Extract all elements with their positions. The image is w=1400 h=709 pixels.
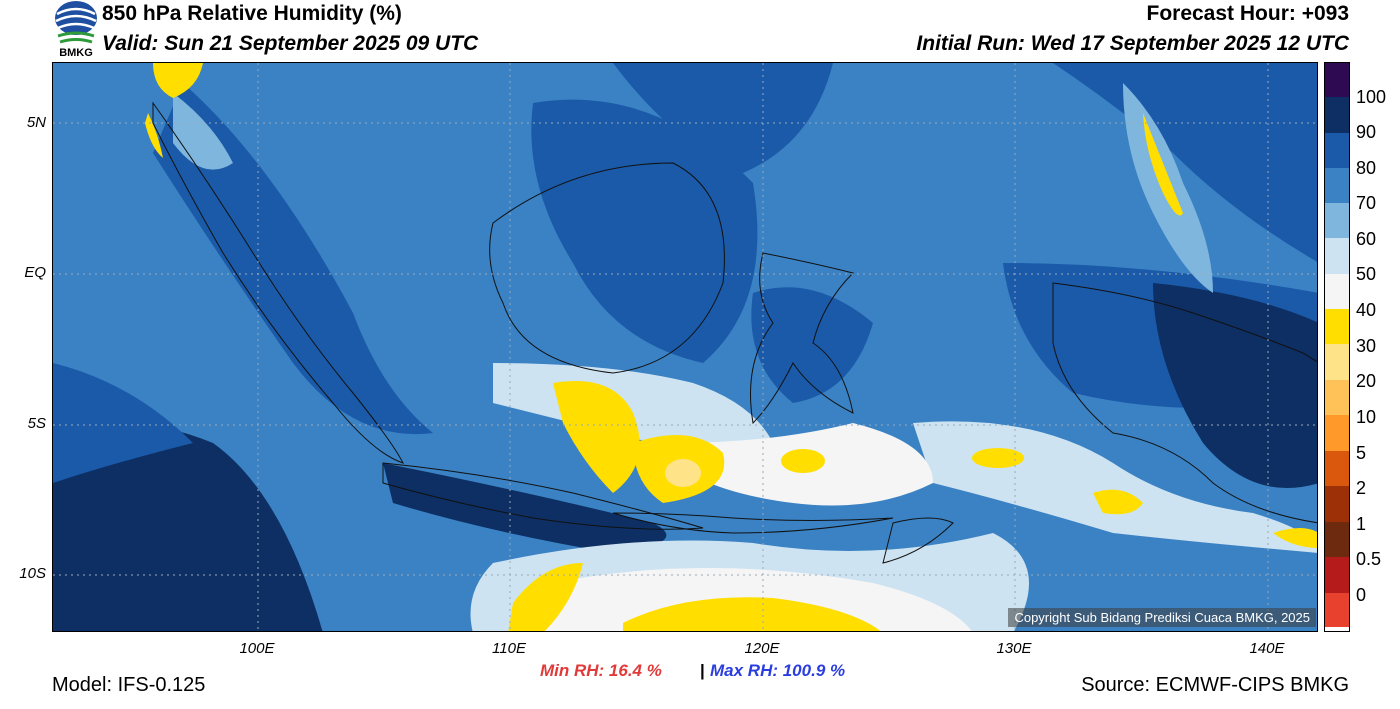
lon-label-140e: 140E [1249,640,1285,657]
colorbar-label: 50 [1356,264,1377,284]
colorbar-label: 80 [1356,158,1377,178]
lon-label-130e: 130E [996,640,1032,657]
colorbar-label: 100 [1356,87,1387,107]
colorbar-swatch [1325,63,1349,97]
colorbar-swatch [1325,593,1349,627]
colorbar-label: 5 [1356,443,1367,463]
bmkg-logo-icon [52,0,100,62]
colorbar-swatch [1325,97,1349,133]
colorbar-swatch [1325,274,1349,309]
map-title: 850 hPa Relative Humidity (%) [102,2,402,25]
stats-separator: | [700,661,705,680]
source-label: Source: ECMWF-CIPS BMKG [1081,674,1349,696]
lat-label-5n: 5N [26,114,46,131]
lon-label-110e: 110E [492,640,526,657]
lon-label-100e: 100E [239,640,275,657]
colorbar-label: 60 [1356,229,1377,249]
initial-run: Initial Run: Wed 17 September 2025 12 UT… [916,32,1349,55]
humidity-map [52,62,1318,632]
lat-label-eq: EQ [24,264,46,281]
colorbar-label: 1 [1356,514,1367,534]
colorbar-swatch [1325,415,1349,451]
colorbar-label: 20 [1356,371,1377,391]
colorbar-swatch [1325,238,1349,274]
colorbar-swatch [1325,451,1349,486]
colorbar-swatch [1325,486,1349,522]
colorbar-swatch [1325,309,1349,344]
colorbar-label: 2 [1356,478,1367,498]
colorbar-label: 10 [1356,407,1377,427]
forecast-hour: Forecast Hour: +093 [1146,2,1350,25]
colorbar-swatch [1325,133,1349,168]
lat-label-5s: 5S [27,415,46,432]
colorbar-label: 70 [1356,193,1377,213]
colorbar [1324,62,1350,632]
colorbar-label: 40 [1356,300,1377,320]
colorbar-swatch [1325,344,1349,380]
colorbar-swatch [1325,557,1349,593]
colorbar-swatch [1325,522,1349,557]
colorbar-swatch [1325,203,1349,238]
valid-time: Valid: Sun 21 September 2025 09 UTC [102,32,479,55]
model-label: Model: IFS-0.125 [52,674,206,696]
min-rh: Min RH: 16.4 % [540,661,662,680]
lon-label-120e: 120E [744,640,780,657]
colorbar-swatch [1325,380,1349,415]
lat-label-10s: 10S [19,565,46,582]
colorbar-label: 90 [1356,122,1377,142]
copyright-notice: Copyright Sub Bidang Prediksi Cuaca BMKG… [1008,608,1316,627]
colorbar-label: 0.5 [1356,549,1382,569]
max-rh: Max RH: 100.9 % [710,661,846,680]
colorbar-swatch [1325,168,1349,203]
colorbar-label: 0 [1356,585,1367,605]
humidity-field [53,63,1317,631]
logo-text: BMKG [59,47,93,59]
colorbar-label: 30 [1356,336,1377,356]
